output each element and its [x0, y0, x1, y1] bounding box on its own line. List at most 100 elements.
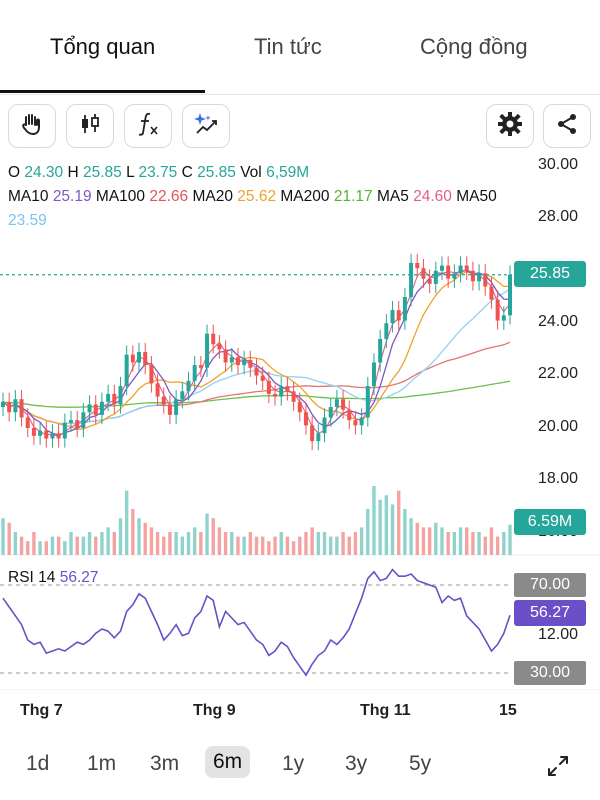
- range-1y[interactable]: 1y: [282, 752, 305, 775]
- volume-bar: [427, 527, 432, 555]
- candle-body: [167, 404, 172, 415]
- range-selector: 1d 1m 3m 6m 1y 3y 5y: [0, 740, 600, 792]
- volume-bar: [434, 522, 438, 555]
- candle-body: [297, 401, 302, 413]
- tab-overview[interactable]: Tổng quan: [50, 34, 156, 59]
- price-axis-label: 30.00: [537, 156, 578, 173]
- range-1m[interactable]: 1m: [87, 752, 117, 775]
- candle-body: [266, 380, 271, 394]
- candle-body: [205, 333, 210, 368]
- share-button[interactable]: [543, 104, 591, 148]
- candle-body: [192, 365, 197, 381]
- candle-body: [433, 270, 438, 284]
- range-3y[interactable]: 3y: [345, 752, 368, 775]
- candle-body: [118, 386, 123, 405]
- candle-body: [489, 286, 494, 300]
- range-6m[interactable]: 6m: [205, 746, 251, 778]
- top-tab-bar: Tổng quan Tin tức Cộng đồng: [0, 0, 600, 95]
- time-axis-label: Thg 11: [360, 702, 411, 719]
- candle-body: [409, 262, 414, 297]
- indicators-button[interactable]: [124, 104, 172, 148]
- ma5-line: [2, 269, 511, 438]
- tab-community[interactable]: Cộng đồng: [420, 34, 528, 59]
- ai-analysis-button[interactable]: [182, 104, 230, 148]
- volume-bar: [223, 532, 228, 555]
- volume-bar: [260, 536, 265, 555]
- rsi-value-tag: 56.27: [514, 600, 586, 626]
- candle-body: [260, 375, 265, 381]
- volume-bar: [335, 536, 339, 555]
- range-3m[interactable]: 3m: [150, 752, 180, 775]
- price-chart[interactable]: [0, 155, 600, 690]
- volume-bar: [279, 532, 283, 555]
- candle-body: [452, 273, 457, 279]
- volume-bar: [446, 532, 450, 555]
- fullscreen-button[interactable]: [546, 754, 570, 783]
- range-1d[interactable]: 1d: [26, 752, 50, 775]
- candle-body: [353, 420, 358, 426]
- candle-body: [7, 401, 12, 413]
- draw-tool-button[interactable]: [8, 104, 56, 148]
- candle-body: [347, 409, 352, 421]
- ma10-label: MA10: [8, 188, 49, 205]
- volume-value: 6,59M: [266, 164, 310, 181]
- candle-body: [186, 380, 191, 392]
- volume-bar: [322, 532, 327, 555]
- candle-body: [384, 323, 389, 339]
- low-value: 23.75: [138, 164, 178, 181]
- volume-bar: [366, 509, 370, 555]
- volume-bar: [440, 527, 444, 555]
- candle-body: [501, 315, 506, 321]
- candle-body: [44, 430, 49, 439]
- volume-bar: [310, 527, 314, 555]
- volume-bar: [304, 532, 308, 555]
- ma20-value: 25.62: [237, 188, 277, 205]
- expand-icon: [546, 756, 570, 782]
- candle-body: [180, 391, 185, 400]
- candle-body: [223, 349, 228, 363]
- tab-news[interactable]: Tin tức: [254, 34, 322, 59]
- volume-bar: [69, 532, 73, 555]
- ma100-label: MA100: [95, 188, 146, 205]
- range-5y[interactable]: 5y: [409, 752, 432, 775]
- candle-body: [149, 365, 154, 384]
- volume-bar: [267, 541, 271, 555]
- close-label: C: [181, 164, 193, 181]
- time-axis-label: Thg 9: [193, 702, 236, 719]
- volume-bar: [477, 532, 481, 555]
- volume-bar: [155, 532, 160, 555]
- volume-bar: [118, 518, 123, 555]
- settings-button[interactable]: [486, 104, 534, 148]
- volume-bar: [38, 541, 42, 555]
- ma-legend-line1: MA10 25.19 MA100 22.66 MA20 25.62 MA200 …: [8, 187, 497, 207]
- volume-bar: [149, 527, 154, 555]
- candle-body: [359, 417, 364, 426]
- ma10-value: 25.19: [52, 188, 92, 205]
- volume-bar: [384, 495, 389, 555]
- candle-body: [402, 297, 407, 321]
- candle-body: [174, 399, 179, 415]
- volume-bar: [409, 518, 413, 555]
- candle-body: [1, 401, 5, 408]
- volume-bar: [242, 536, 246, 555]
- ma100-value: 22.66: [149, 188, 189, 205]
- candle-body: [371, 362, 376, 387]
- ma-legend-line2: 23.59: [8, 211, 47, 231]
- candle-body: [254, 367, 259, 376]
- rsi-legend: RSI 14 56.27: [8, 568, 99, 588]
- ma10-line: [2, 270, 511, 436]
- volume-bar: [483, 536, 487, 555]
- candle-body: [198, 365, 203, 368]
- time-axis-label: 15: [499, 702, 517, 719]
- share-icon: [554, 111, 580, 142]
- chart-type-button[interactable]: [66, 104, 114, 148]
- volume-bar: [452, 532, 457, 555]
- volume-bar: [291, 541, 296, 555]
- candle-body: [415, 262, 420, 269]
- volume-bar: [372, 486, 376, 555]
- volume-bar: [285, 536, 290, 555]
- volume-bar: [44, 541, 48, 555]
- volume-label: Vol: [240, 164, 262, 181]
- candle-body: [155, 383, 160, 397]
- volume-bar: [328, 536, 333, 555]
